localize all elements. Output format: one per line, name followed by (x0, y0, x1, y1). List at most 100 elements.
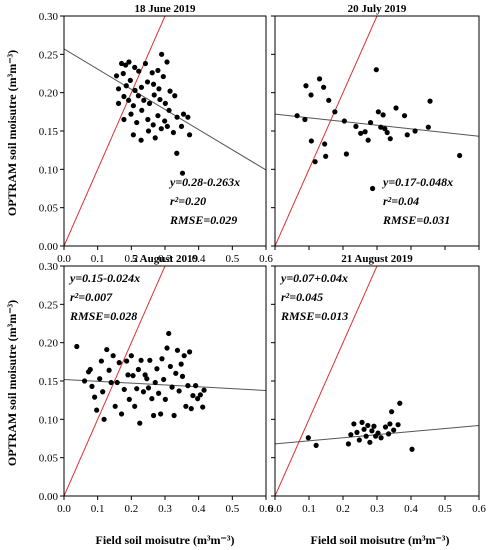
x-tick-label: 0.5 (438, 503, 452, 515)
data-point (332, 109, 338, 115)
data-point (169, 384, 175, 390)
data-point (375, 109, 381, 115)
data-point (312, 159, 318, 165)
data-point (152, 379, 158, 386)
data-point (138, 357, 144, 363)
stats-annotation-line: RMSE=0.013 (280, 309, 348, 323)
y-tick-label: 0.05 (39, 453, 59, 465)
panel-frame (63, 15, 267, 247)
data-point (147, 357, 153, 363)
data-point (154, 366, 160, 372)
data-point (74, 343, 80, 350)
data-point (149, 70, 155, 76)
data-point (197, 392, 203, 398)
data-point (382, 424, 389, 430)
data-point (164, 345, 170, 351)
data-point (150, 81, 157, 87)
one-to-one-line (64, 16, 166, 246)
data-point (167, 88, 173, 94)
y-tick-label: 0.25 (39, 299, 59, 311)
regression-line (275, 113, 479, 137)
data-point (322, 141, 328, 147)
data-point (378, 435, 384, 441)
y-tick-label: 0.10 (39, 414, 59, 426)
data-point (387, 421, 393, 427)
data-point (369, 428, 375, 434)
data-point (145, 116, 151, 123)
panel-frame (274, 15, 480, 247)
data-point (365, 422, 371, 429)
x-tick-label: 0.3 (370, 503, 384, 515)
panel-1: 18 June 2019 0.0 0.1 0.2 0.3 0.4 0.5 0.6 0.00 0.0… (39, 3, 274, 265)
data-point (94, 407, 100, 413)
data-point (144, 79, 151, 85)
data-point (343, 151, 349, 157)
y-tick-label: 0.25 (39, 49, 59, 61)
data-point (121, 116, 127, 123)
panel-frame (63, 265, 267, 497)
data-point (178, 123, 185, 129)
stats-annotation-line: y=0.15-0.024x (68, 271, 140, 285)
data-point (159, 51, 165, 57)
data-point (110, 353, 116, 359)
data-point (389, 409, 395, 415)
x-axis-label-left: Field soil moisutre (m³m⁻³) (96, 533, 235, 547)
data-point (384, 129, 390, 136)
y-tick-label: 0.20 (39, 88, 59, 100)
stats-annotation-line: y=0.17-0.048x (381, 175, 453, 189)
y-tick-label: 0.05 (39, 203, 59, 215)
data-point (121, 386, 127, 393)
stats-annotation-line: y=0.07+0.04x (279, 271, 348, 285)
data-point (130, 103, 136, 109)
data-point (118, 60, 125, 67)
data-point (397, 400, 403, 406)
y-axis-label-bottom: OPTRAM soil moisutre (m³m⁻³) (5, 300, 19, 466)
data-point (170, 129, 177, 136)
x-axis-label-right: Field soil moisutre (m³m⁻³) (311, 533, 450, 547)
data-point (181, 353, 187, 359)
data-point (358, 130, 364, 136)
data-point (425, 124, 431, 130)
data-point (356, 437, 362, 443)
data-point (427, 98, 433, 104)
y-tick-label: 0.00 (39, 491, 59, 503)
x-tick-label: 0.2 (336, 503, 350, 515)
data-point (135, 366, 142, 373)
data-point (159, 356, 165, 362)
data-point (155, 67, 161, 74)
x-axis-label-text: Field soil moisutre (311, 533, 406, 547)
data-point (123, 83, 129, 89)
data-point (201, 387, 207, 393)
data-point (186, 349, 193, 355)
data-point (160, 73, 166, 80)
data-point (369, 185, 376, 192)
plot-area (64, 16, 266, 246)
stats-annotation-line: r²=0.007 (70, 290, 113, 304)
data-point (409, 446, 415, 452)
x-tick-label: 0.5 (225, 503, 239, 515)
data-point (313, 442, 319, 448)
data-point (134, 386, 140, 392)
data-point (354, 429, 360, 435)
data-point (385, 431, 392, 437)
data-point (164, 123, 170, 129)
panel-frame (274, 265, 480, 497)
data-point (113, 73, 120, 79)
data-point (162, 118, 168, 124)
data-point (150, 122, 156, 128)
x-axis-label-unit: (m³m⁻³) (408, 533, 450, 547)
data-point (126, 59, 132, 65)
data-point (166, 107, 172, 113)
data-point (114, 379, 120, 386)
panel-title: 21 August 2019 (341, 253, 413, 265)
data-point (136, 68, 142, 74)
data-point (141, 97, 147, 103)
data-point (167, 363, 173, 370)
plot-area (275, 16, 479, 246)
data-point (174, 347, 181, 353)
data-point (174, 114, 180, 120)
data-point (123, 62, 129, 68)
data-point (179, 373, 186, 379)
data-point (367, 119, 374, 126)
